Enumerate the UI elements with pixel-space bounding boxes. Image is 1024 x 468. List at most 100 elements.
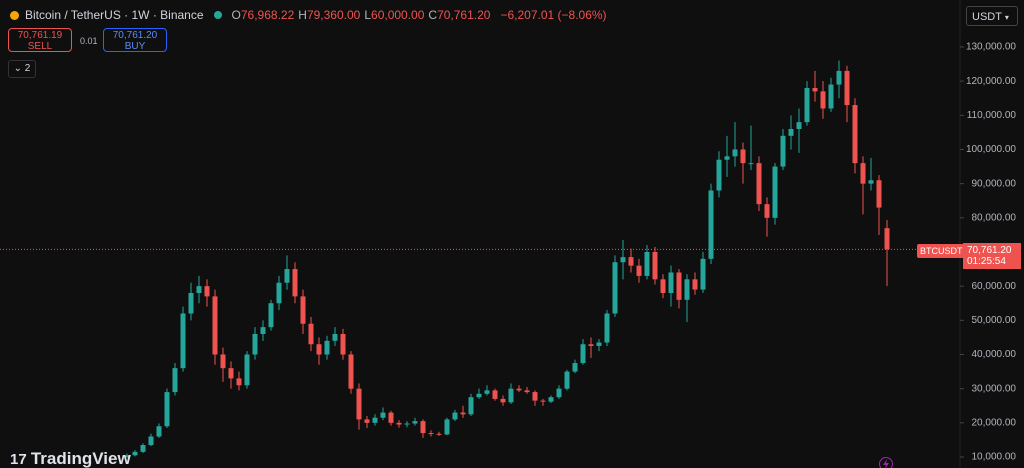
candle-body bbox=[780, 135, 786, 167]
candle-body bbox=[532, 392, 538, 401]
candle-body bbox=[716, 159, 722, 191]
ohlc-value: 79,360.00 bbox=[306, 8, 361, 22]
candle-body bbox=[740, 149, 746, 164]
candle-body bbox=[348, 354, 354, 389]
candle-body bbox=[884, 228, 890, 250]
candle-body bbox=[388, 412, 394, 423]
candle-body bbox=[396, 422, 402, 425]
indicators-count: 2 bbox=[24, 63, 31, 74]
sell-price: 70,761.19 bbox=[17, 30, 63, 41]
candle-body bbox=[708, 190, 714, 259]
candle-body bbox=[188, 292, 194, 314]
candle-body bbox=[372, 417, 378, 423]
y-tick-label: 60,000.00 bbox=[972, 281, 1017, 292]
buy-button[interactable]: 70,761.20 BUY bbox=[103, 28, 167, 52]
candle-body bbox=[844, 70, 850, 106]
candle-body bbox=[860, 163, 866, 184]
candle-body bbox=[580, 344, 586, 364]
candle-body bbox=[700, 258, 706, 290]
candle-body bbox=[836, 70, 842, 85]
candle-body bbox=[140, 445, 146, 452]
ohlc-value: 76,968.22 bbox=[240, 8, 295, 22]
ohlc-key: C bbox=[428, 8, 438, 22]
candle-body bbox=[628, 257, 634, 266]
spread: 0.01 bbox=[80, 36, 98, 46]
candle-body bbox=[196, 286, 202, 293]
candle-body bbox=[620, 257, 626, 263]
y-tick-label: 50,000.00 bbox=[972, 315, 1017, 326]
candle-body bbox=[540, 400, 546, 402]
candle-body bbox=[852, 105, 858, 164]
candle-body bbox=[220, 354, 226, 369]
candle-body bbox=[308, 323, 314, 345]
candle-body bbox=[676, 272, 682, 300]
candle-body bbox=[636, 265, 642, 276]
candle-body bbox=[212, 296, 218, 355]
candle-body bbox=[684, 279, 690, 300]
currency: USDT bbox=[972, 11, 1002, 23]
candle-body bbox=[468, 397, 474, 415]
candle-body bbox=[204, 286, 210, 297]
candle-body bbox=[604, 313, 610, 343]
candle-body bbox=[164, 392, 170, 427]
candle-body bbox=[260, 327, 266, 334]
symbol-header: Bitcoin / TetherUS · 1W · Binance O76,96… bbox=[10, 8, 607, 22]
candle-body bbox=[244, 354, 250, 386]
logo-text: TradingView bbox=[30, 449, 131, 468]
ohlc: O76,968.22 H79,360.00 L60,000.00 C70,761.20 bbox=[232, 8, 495, 22]
y-tick-label: 120,000.00 bbox=[966, 76, 1016, 87]
market-status bbox=[213, 11, 222, 19]
ohlc-key: L bbox=[364, 8, 372, 22]
logo-mark: 17 bbox=[10, 451, 31, 468]
candle-body bbox=[316, 344, 322, 355]
candle-body bbox=[484, 390, 490, 394]
change: −6,207.01 (−8.06%) bbox=[500, 8, 607, 22]
candle-body bbox=[124, 455, 130, 457]
candle-body bbox=[572, 363, 578, 372]
ohlc-value: 60,000.00 bbox=[371, 8, 425, 22]
candle-body bbox=[644, 251, 650, 276]
candle-body bbox=[444, 419, 450, 435]
buy-price: 70,761.20 bbox=[112, 30, 158, 41]
ohlc-value: 70,761.20 bbox=[437, 8, 491, 22]
candle-body bbox=[508, 388, 514, 403]
candle-body bbox=[324, 340, 330, 355]
candle-body bbox=[340, 333, 346, 355]
candle-body bbox=[300, 296, 306, 324]
candle-body bbox=[612, 262, 618, 314]
y-tick-label: 80,000.00 bbox=[972, 212, 1017, 223]
candle-body bbox=[652, 251, 658, 280]
candle-body bbox=[876, 180, 882, 208]
candle-body bbox=[180, 313, 186, 369]
sell-button[interactable]: 70,761.19 SELL bbox=[8, 28, 72, 52]
alert-icon[interactable] bbox=[878, 456, 894, 468]
candle-body bbox=[156, 426, 162, 437]
candle-body bbox=[460, 412, 466, 415]
candle-body bbox=[356, 388, 362, 420]
candle-body bbox=[772, 166, 778, 218]
last-price-label: 70,761.20 bbox=[967, 245, 1012, 256]
candle-body bbox=[228, 368, 234, 379]
candle-body bbox=[500, 398, 506, 403]
candle-body bbox=[524, 390, 530, 393]
y-tick-label: 30,000.00 bbox=[972, 383, 1017, 394]
dropdown-arrow: ▾ bbox=[1004, 13, 1009, 22]
y-tick-label: 20,000.00 bbox=[972, 417, 1017, 428]
candle-body bbox=[172, 368, 178, 393]
indicators-toggle[interactable]: ⌄ 2 bbox=[8, 60, 36, 78]
candle-body bbox=[660, 279, 666, 293]
price-tag: 70,761.20 01:25:54 bbox=[963, 243, 1021, 269]
logo[interactable]: 17 TradingView bbox=[10, 449, 131, 468]
candle-body bbox=[548, 397, 554, 402]
currency-select[interactable]: USDT ▾ bbox=[966, 6, 1018, 26]
sell-label: SELL bbox=[27, 41, 53, 52]
candle-body bbox=[412, 421, 418, 424]
candle-body bbox=[748, 163, 754, 165]
candle-body bbox=[284, 269, 290, 283]
candle-body bbox=[268, 303, 274, 328]
candle-body bbox=[828, 84, 834, 109]
symbol-title[interactable]: Bitcoin / TetherUS · 1W · Binance bbox=[25, 8, 204, 22]
candle-body bbox=[804, 87, 810, 123]
candle-body bbox=[732, 149, 738, 157]
